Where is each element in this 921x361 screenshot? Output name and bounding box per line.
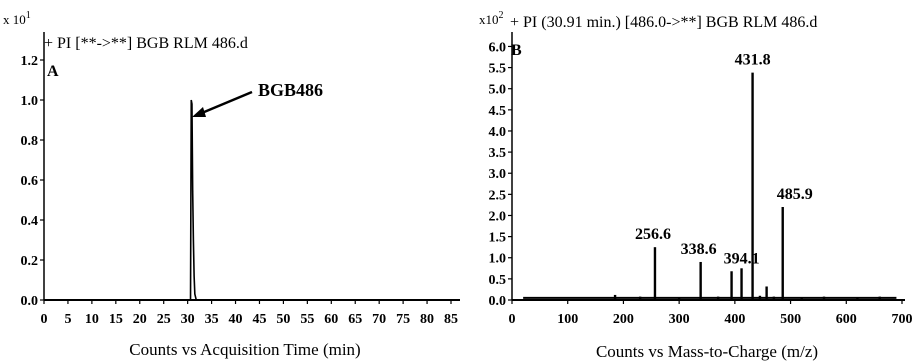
panel-b-x-tick-label: 600 (836, 312, 857, 327)
panel-b-y-tick-label: 0.0 (489, 294, 507, 309)
panel-b-y-tick-label: 1.5 (489, 231, 507, 246)
panel-b-x-tick-label: 300 (669, 312, 690, 327)
panel-a-annotation-arrow (196, 90, 253, 117)
panel-a-y-multiplier: x 101 (3, 10, 31, 27)
panel-a-x-tick-label: 30 (181, 312, 195, 327)
panel-b-y-tick-label: 4.0 (489, 125, 507, 140)
panel-b-label: B (511, 42, 522, 59)
panel-a-x-tick-label: 70 (372, 312, 386, 327)
panel-b-y-tick-label: 2.5 (489, 188, 507, 203)
panel-a-title: + PI [**->**] BGB RLM 486.d (44, 35, 248, 52)
panel-a-x-tick-label: 10 (85, 312, 99, 327)
panel-b-peak-label: 431.8 (735, 52, 771, 69)
panel-b: x102 + PI (30.91 min.) [486.0->**] BGB R… (479, 10, 913, 361)
panel-a-x-tick-label: 25 (157, 312, 171, 327)
panel-a-x-tick-label: 65 (348, 312, 362, 327)
panel-a-x-tick-label: 35 (205, 312, 219, 327)
panel-a-y-tick-label: 0.0 (21, 294, 39, 309)
panel-b-x-tick-label: 100 (557, 312, 578, 327)
panel-b-x-tick-label: 200 (613, 312, 634, 327)
panel-a-y-tick-label: 1.0 (21, 94, 39, 109)
panel-a-y-tick-label: 0.2 (21, 254, 39, 269)
panel-b-y-tick-label: 4.5 (489, 104, 507, 119)
panel-a-x-tick-label: 0 (41, 312, 48, 327)
panel-b-title: + PI (30.91 min.) [486.0->**] BGB RLM 48… (510, 14, 817, 31)
panel-a-x-tick-label: 20 (133, 312, 147, 327)
panel-b-y-tick-label: 5.5 (489, 62, 507, 77)
panel-a-x-tick-label: 55 (300, 312, 314, 327)
panel-a-y-tick-label: 0.8 (21, 134, 39, 149)
panel-b-x-tick-label: 400 (724, 312, 745, 327)
panel-a-y-tick-label: 0.4 (21, 214, 39, 229)
panel-a-x-tick-label: 45 (252, 312, 266, 327)
panel-b-x-tick-label: 500 (780, 312, 801, 327)
panel-a-x-tick-label: 5 (64, 312, 71, 327)
panel-a-x-tick-label: 85 (444, 312, 458, 327)
panel-a-x-tick-label: 40 (229, 312, 243, 327)
panel-b-y-tick-label: 0.5 (489, 273, 507, 288)
panel-b-y-tick-label: 2.0 (489, 209, 507, 224)
panel-a-x-tick-label: 50 (276, 312, 290, 327)
panel-a-label: A (47, 63, 59, 80)
panel-b-peak-label: 485.9 (777, 186, 813, 203)
panel-b-x-tick-label: 0 (509, 312, 516, 327)
panel-b-peak-label: 338.6 (681, 241, 717, 258)
panel-b-x-title: Counts vs Mass-to-Charge (m/z) (596, 342, 818, 361)
panel-b-y-tick-label: 3.0 (489, 167, 507, 182)
panel-a-y-tick-label: 0.6 (21, 174, 39, 189)
panel-b-x-tick-label: 700 (892, 312, 913, 327)
panel-a: x 101 + PI [**->**] BGB RLM 486.d A 0.00… (3, 10, 460, 359)
panel-a-annotation: BGB486 (258, 80, 323, 100)
panel-b-peak-label: 256.6 (635, 226, 671, 243)
panel-a-x-tick-label: 80 (420, 312, 434, 327)
panel-a-y-tick-label: 1.2 (21, 54, 39, 69)
panel-b-peak-label: 394.1 (724, 250, 760, 267)
panel-a-x-tick-label: 15 (109, 312, 123, 327)
panel-a-chromatogram-line (44, 99, 451, 301)
panel-b-y-tick-label: 1.0 (489, 252, 507, 267)
panel-b-y-tick-label: 6.0 (489, 40, 507, 55)
panel-b-y-multiplier: x102 (479, 10, 504, 27)
panel-a-x-tick-label: 75 (396, 312, 410, 327)
panel-b-y-tick-label: 5.0 (489, 83, 507, 98)
panel-a-annotation-arrowhead (192, 107, 206, 117)
panel-a-x-title: Counts vs Acquisition Time (min) (129, 340, 360, 359)
panel-b-y-tick-label: 3.5 (489, 146, 507, 161)
panel-a-x-tick-label: 60 (324, 312, 338, 327)
